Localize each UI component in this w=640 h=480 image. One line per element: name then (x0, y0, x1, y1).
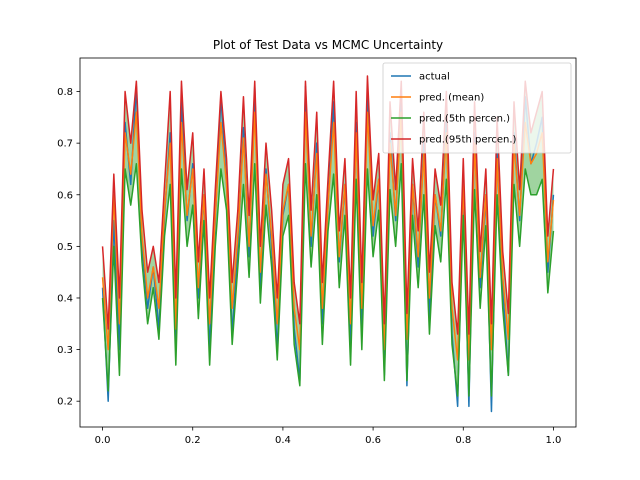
y-tick-label: 0.4 (57, 293, 73, 304)
axes: 0.0 0.2 0.4 0.6 0.8 1.0 0.2 0.3 0.4 0.5 0.6 0.7 0.8 (57, 57, 577, 446)
series-line-pred-mean (101, 111, 555, 361)
y-tick-label: 0.3 (57, 345, 73, 356)
y-tick-label: 0.2 (57, 397, 73, 408)
chart-title: Plot of Test Data vs MCMC Uncertainty (213, 38, 443, 52)
legend-box (382, 62, 572, 154)
y-tick-label: 0.8 (57, 87, 73, 98)
x-tick-label: 0.0 (95, 435, 111, 446)
plot-area (101, 75, 555, 413)
legend-label: actual (419, 72, 450, 83)
legend-label: pred.(95th percen.) (419, 135, 517, 146)
x-tick-label: 0.4 (275, 435, 291, 446)
legend: actual pred. (mean) pred.(5th percen.) pred… (382, 62, 572, 154)
series-group (101, 75, 555, 413)
x-tick-label: 0.6 (365, 435, 381, 446)
y-tick-label: 0.6 (57, 190, 73, 201)
x-tick-label: 0.2 (185, 435, 201, 446)
x-tick-label: 1.0 (546, 435, 562, 446)
x-tick-label: 0.8 (455, 435, 471, 446)
y-tick-label: 0.7 (57, 139, 73, 150)
axes-frame (79, 57, 577, 428)
series-line-pred-95th-percen (101, 75, 555, 335)
y-tick-label: 0.5 (57, 242, 73, 253)
series-line-pred-5th-percen (101, 163, 555, 397)
legend-label: pred. (mean) (419, 93, 484, 104)
legend-label: pred.(5th percen.) (419, 114, 510, 125)
